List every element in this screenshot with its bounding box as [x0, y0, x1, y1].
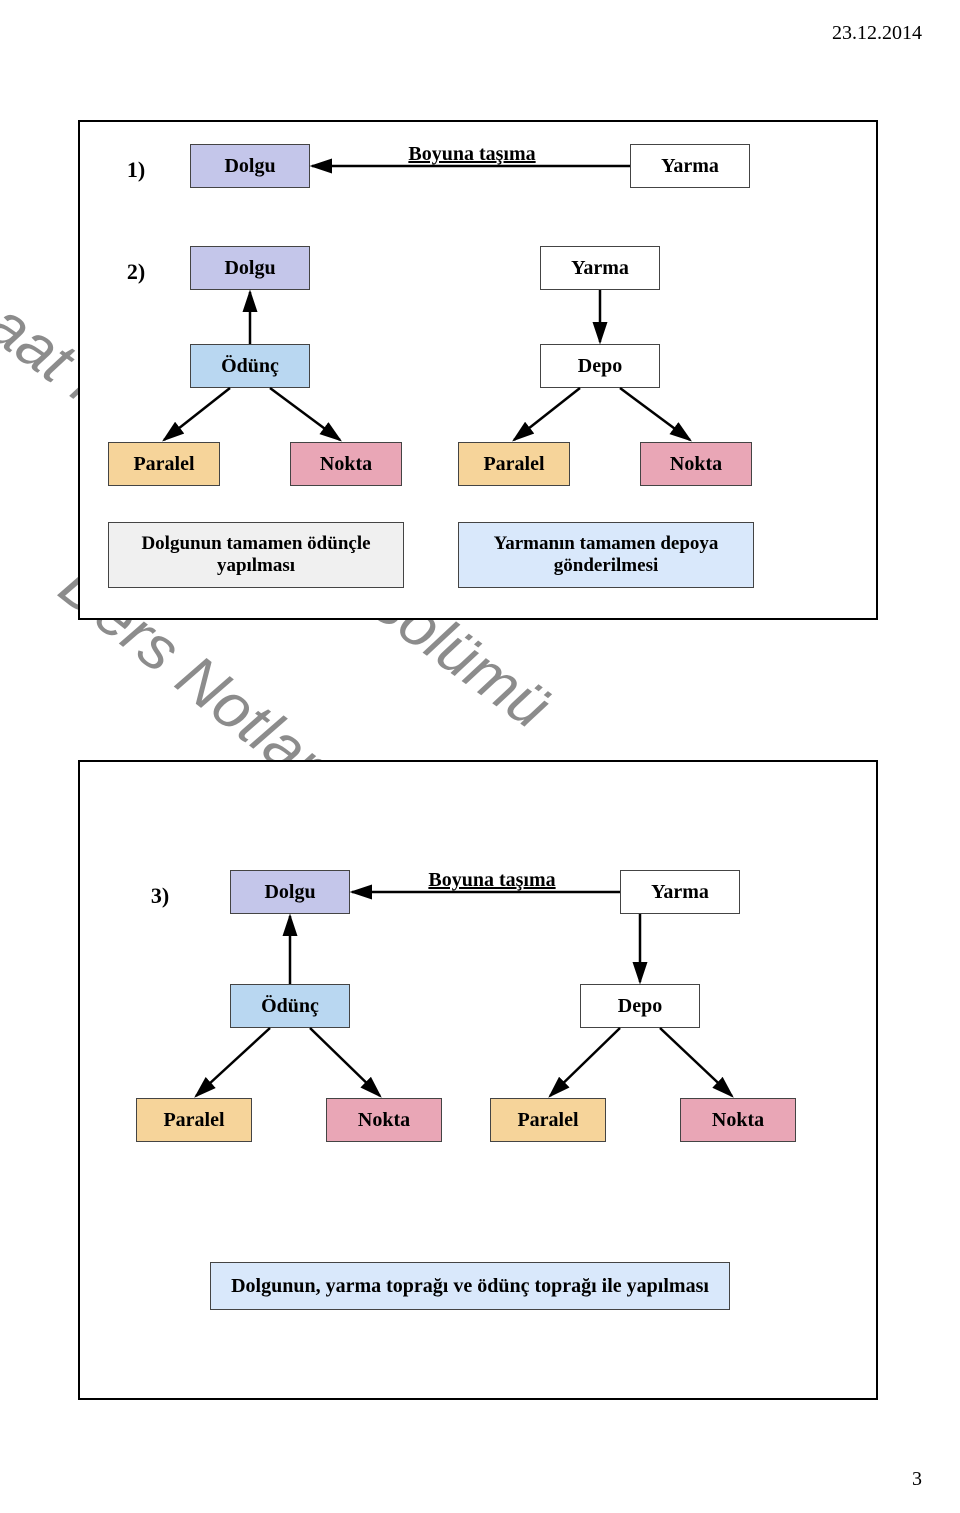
row1-mid-label: Boyuna taşıma — [380, 138, 564, 170]
f2-depo: Depo — [580, 984, 700, 1028]
f2-row1-number: 3) — [136, 876, 184, 916]
row1-yarma: Yarma — [630, 144, 750, 188]
row4-nokta-left: Nokta — [290, 442, 402, 486]
f2-nokta-left: Nokta — [326, 1098, 442, 1142]
row2-dolgu: Dolgu — [190, 246, 310, 290]
row2-number: 2) — [112, 252, 160, 292]
row1-dolgu: Dolgu — [190, 144, 310, 188]
f2-row1-dolgu: Dolgu — [230, 870, 350, 914]
f2-row1-mid-label: Boyuna taşıma — [400, 864, 584, 896]
f2-paralel-left: Paralel — [136, 1098, 252, 1142]
f2-paralel-right: Paralel — [490, 1098, 606, 1142]
f2-nokta-right: Nokta — [680, 1098, 796, 1142]
row1-number: 1) — [112, 150, 160, 190]
diagram-frame-2: 3) Dolgu Boyuna taşıma Yarma Ödünç Depo … — [78, 760, 878, 1400]
row3-odunc: Ödünç — [190, 344, 310, 388]
row4-nokta-right: Nokta — [640, 442, 752, 486]
row3-depo: Depo — [540, 344, 660, 388]
f2-row1-yarma: Yarma — [620, 870, 740, 914]
diagram-frame-1: 1) Dolgu Boyuna taşıma Yarma 2) Dolgu Ya… — [78, 120, 878, 620]
note-left: Dolgunun tamamen ödünçle yapılması — [108, 522, 404, 588]
row4-paralel-left: Paralel — [108, 442, 220, 486]
row4-paralel-right: Paralel — [458, 442, 570, 486]
header-date: 23.12.2014 — [832, 22, 922, 45]
row2-yarma: Yarma — [540, 246, 660, 290]
note-right: Yarmanın tamamen depoya gönderilmesi — [458, 522, 754, 588]
f2-odunc: Ödünç — [230, 984, 350, 1028]
page-number: 3 — [912, 1468, 922, 1491]
f2-caption: Dolgunun, yarma toprağı ve ödünç toprağı… — [210, 1262, 730, 1310]
